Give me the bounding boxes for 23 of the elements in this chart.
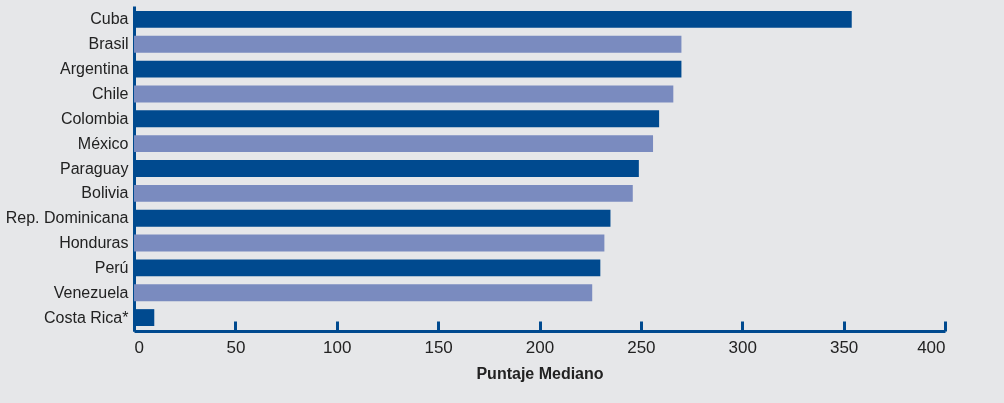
- y-tick-label: Costa Rica*: [44, 308, 129, 326]
- y-tick-label: Honduras: [59, 234, 129, 252]
- y-tick-label: Cuba: [90, 10, 129, 28]
- x-tick-label: 350: [829, 337, 859, 357]
- x-tick-label: 100: [323, 337, 352, 357]
- x-tick-label: 50: [226, 337, 246, 357]
- y-tick-label: Paraguay: [60, 159, 129, 177]
- y-tick-label: Chile: [92, 84, 129, 102]
- x-tick-label: 300: [728, 337, 757, 357]
- x-tick-label: 0: [134, 337, 144, 357]
- x-tick-label: 250: [627, 337, 656, 357]
- y-tick-label: Brasil: [88, 35, 129, 53]
- y-tick-label: Venezuela: [53, 283, 129, 301]
- y-tick-label: Colombia: [60, 109, 129, 127]
- y-tick-label: México: [77, 134, 129, 152]
- y-tick-label: Bolivia: [81, 184, 129, 202]
- y-tick-label: Perú: [94, 258, 129, 276]
- x-tick-label: 400: [917, 337, 946, 357]
- x-axis-title: Puntaje Mediano: [476, 364, 604, 382]
- x-tick-label: 200: [525, 337, 555, 357]
- y-tick-label: Argentina: [60, 60, 129, 78]
- x-tick-label: 150: [424, 337, 453, 357]
- y-tick-label: Rep. Dominicana: [5, 209, 129, 227]
